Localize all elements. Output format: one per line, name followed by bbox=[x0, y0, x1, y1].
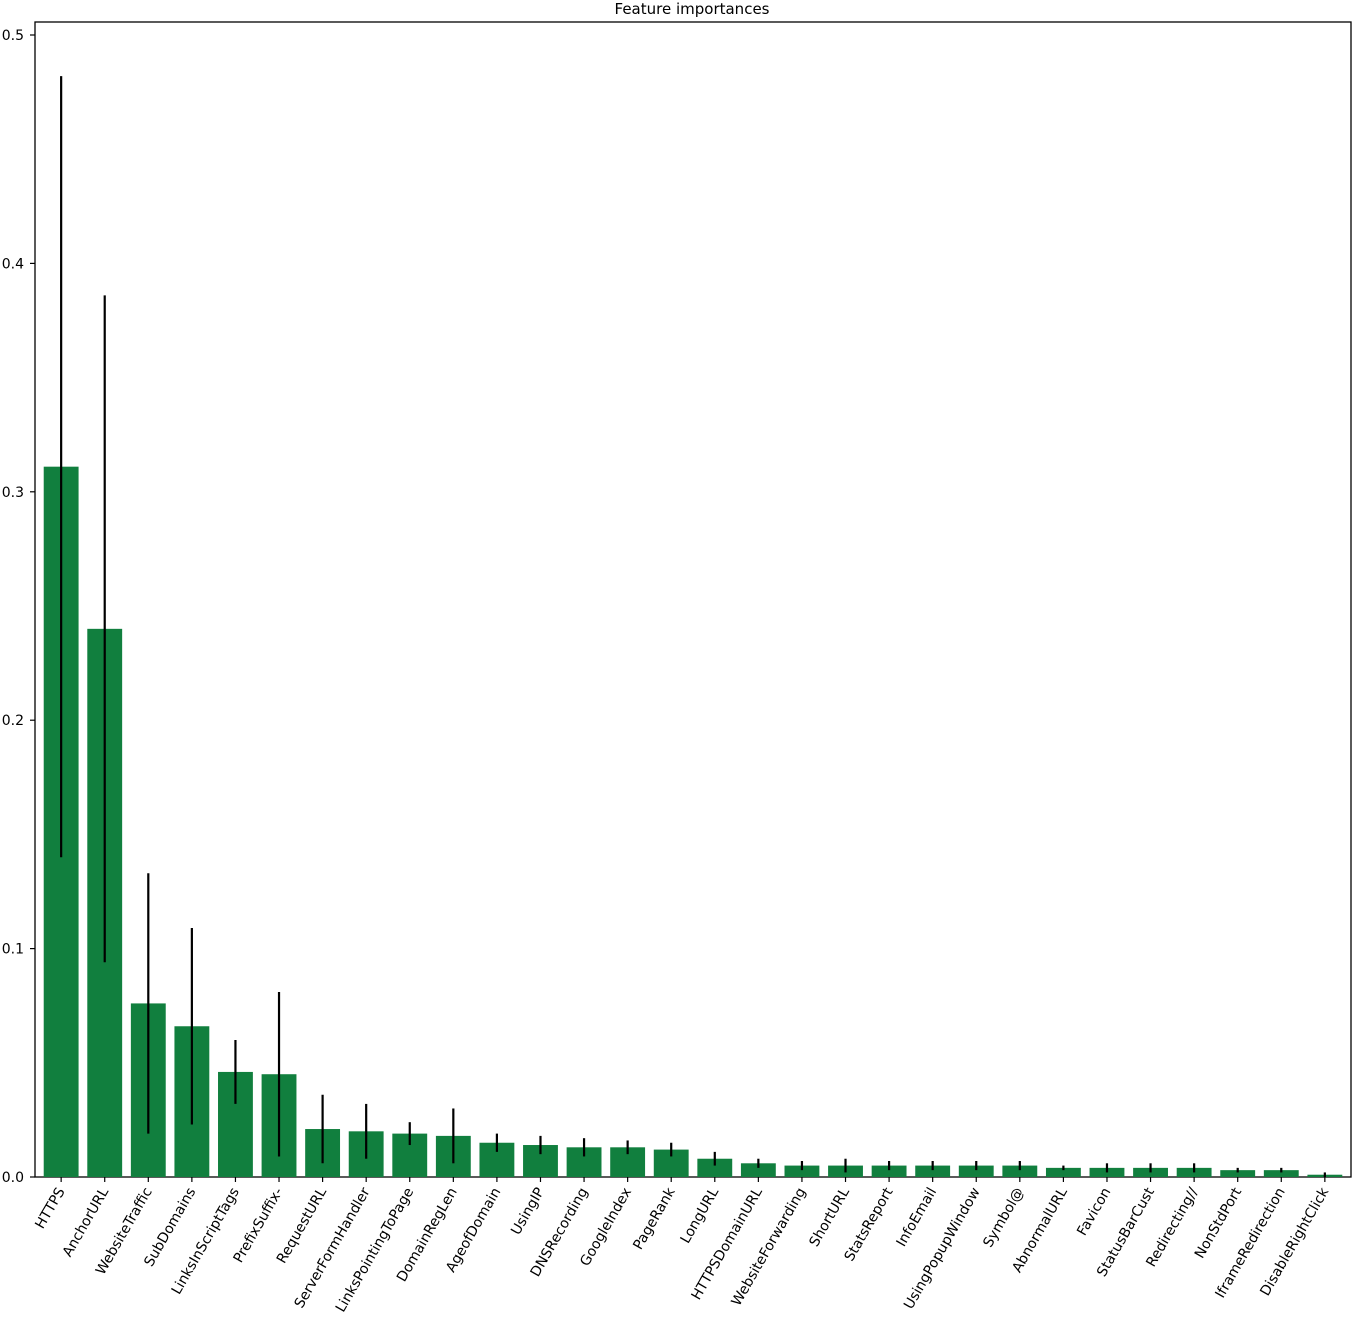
bar-abnormalurl bbox=[1045, 1167, 1081, 1177]
x-tick-label: Symbol@ bbox=[980, 1185, 1027, 1250]
bars-layer bbox=[43, 466, 1343, 1177]
bar-usingpopupwindow bbox=[958, 1165, 994, 1177]
bar-nonstdport bbox=[1220, 1170, 1256, 1177]
plot-area-frame bbox=[34, 21, 1352, 1178]
chart-title: Feature importances bbox=[615, 0, 770, 18]
bar-longurl bbox=[697, 1158, 733, 1177]
x-tick-label: InfoEmail bbox=[894, 1185, 941, 1250]
x-tick-label: HTTPS bbox=[32, 1185, 68, 1232]
x-tick-label: LongURL bbox=[678, 1185, 723, 1247]
bar-httpsdomainurl bbox=[740, 1163, 776, 1177]
y-axis: 0.0 0.1 0.2 0.3 0.4 0.5 bbox=[2, 28, 35, 1186]
y-tick-label: 0.4 bbox=[2, 256, 24, 272]
bar-symbol bbox=[1002, 1165, 1038, 1177]
y-tick-label: 0.3 bbox=[2, 485, 24, 501]
x-tick-label: Favicon bbox=[1074, 1185, 1114, 1239]
x-tick-label: UsingIP bbox=[508, 1185, 548, 1238]
bar-statsreport bbox=[871, 1165, 907, 1177]
y-tick-label: 0.1 bbox=[2, 942, 24, 958]
y-tick-label: 0.2 bbox=[2, 713, 24, 729]
y-tick-label: 0.0 bbox=[2, 1170, 24, 1186]
bar-websiteforwarding bbox=[784, 1165, 820, 1177]
x-tick-label: UsingPopupWindow bbox=[901, 1185, 984, 1312]
x-tick-label: LinksPointingToPage bbox=[333, 1185, 417, 1315]
x-tick-label: PageRank bbox=[630, 1184, 679, 1252]
x-tick-label: ServerFormHandler bbox=[292, 1185, 374, 1311]
error-bars-layer bbox=[60, 76, 1326, 1177]
bar-iframeredirection bbox=[1263, 1170, 1299, 1177]
x-axis: HTTPSAnchorURLWebsiteTrafficSubDomainsLi… bbox=[32, 1177, 1333, 1315]
x-tick-label: ShortURL bbox=[806, 1185, 853, 1250]
bar-infoemail bbox=[915, 1165, 951, 1177]
y-tick-label: 0.5 bbox=[2, 28, 24, 44]
